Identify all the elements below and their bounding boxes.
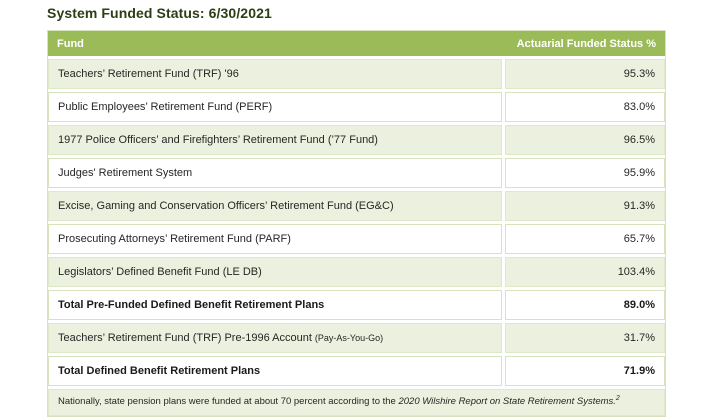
fund-name: Excise, Gaming and Conservation Officers… — [58, 200, 394, 212]
status-cell: 71.9% — [505, 356, 665, 386]
fund-cell: Prosecuting Attorneys’ Retirement Fund (… — [48, 224, 502, 254]
table-footnote: Nationally, state pension plans were fun… — [48, 389, 665, 416]
fund-name: Teachers’ Retirement Fund (TRF) '96 — [58, 68, 239, 80]
table-grid: Fund Actuarial Funded Status % Teachers’… — [48, 31, 665, 416]
fund-cell: 1977 Police Officers’ and Firefighters’ … — [48, 125, 502, 155]
funded-status-table: Fund Actuarial Funded Status % Teachers’… — [47, 30, 666, 417]
fund-name: 1977 Police Officers’ and Firefighters’ … — [58, 134, 378, 146]
footnote-text: Nationally, state pension plans were fun… — [58, 396, 399, 407]
footnote-superscript: 2 — [615, 394, 620, 402]
footnote-citation: 2020 Wilshire Report on State Retirement… — [398, 396, 616, 407]
fund-name: Legislators’ Defined Benefit Fund (LE DB… — [58, 266, 262, 278]
status-value: 95.3% — [623, 68, 655, 80]
status-cell: 83.0% — [505, 92, 665, 122]
fund-name: Total Pre-Funded Defined Benefit Retirem… — [58, 299, 325, 311]
status-cell: 91.3% — [505, 191, 665, 221]
status-cell: 95.9% — [505, 158, 665, 188]
status-cell: 96.5% — [505, 125, 665, 155]
fund-cell: Judges' Retirement System — [48, 158, 502, 188]
fund-cell: Teachers’ Retirement Fund (TRF) '96 — [48, 59, 502, 89]
fund-cell: Excise, Gaming and Conservation Officers… — [48, 191, 502, 221]
fund-name-suffix: (Pay-As-You-Go) — [314, 333, 384, 343]
status-value: 95.9% — [623, 167, 655, 179]
status-cell: 65.7% — [505, 224, 665, 254]
status-cell: 31.7% — [505, 323, 665, 353]
status-value: 91.3% — [623, 200, 655, 212]
status-value: 89.0% — [623, 299, 655, 311]
status-cell: 103.4% — [505, 257, 665, 287]
status-value: 103.4% — [617, 266, 655, 278]
fund-cell: Total Defined Benefit Retirement Plans — [48, 356, 502, 386]
fund-cell: Legislators’ Defined Benefit Fund (LE DB… — [48, 257, 502, 287]
status-value: 65.7% — [623, 233, 655, 245]
fund-name: Teachers’ Retirement Fund (TRF) Pre-1996… — [58, 332, 312, 344]
column-header-fund: Fund — [57, 37, 84, 50]
status-value: 71.9% — [623, 365, 655, 377]
fund-cell: Teachers’ Retirement Fund (TRF) Pre-1996… — [48, 323, 502, 353]
column-header-status: Actuarial Funded Status % — [516, 37, 656, 50]
status-cell: 95.3% — [505, 59, 665, 89]
fund-cell: Public Employees’ Retirement Fund (PERF) — [48, 92, 502, 122]
fund-name: Judges' Retirement System — [58, 167, 193, 179]
status-value: 83.0% — [623, 101, 655, 113]
status-value: 31.7% — [623, 332, 655, 344]
status-cell: 89.0% — [505, 290, 665, 320]
fund-name: Total Defined Benefit Retirement Plans — [58, 365, 261, 377]
page-title: System Funded Status: 6/30/2021 — [47, 5, 272, 21]
status-value: 96.5% — [623, 134, 655, 146]
fund-name: Public Employees’ Retirement Fund (PERF) — [58, 101, 273, 113]
table-header-row: Fund Actuarial Funded Status % — [48, 31, 665, 56]
fund-cell: Total Pre-Funded Defined Benefit Retirem… — [48, 290, 502, 320]
fund-name: Prosecuting Attorneys’ Retirement Fund (… — [58, 233, 291, 245]
